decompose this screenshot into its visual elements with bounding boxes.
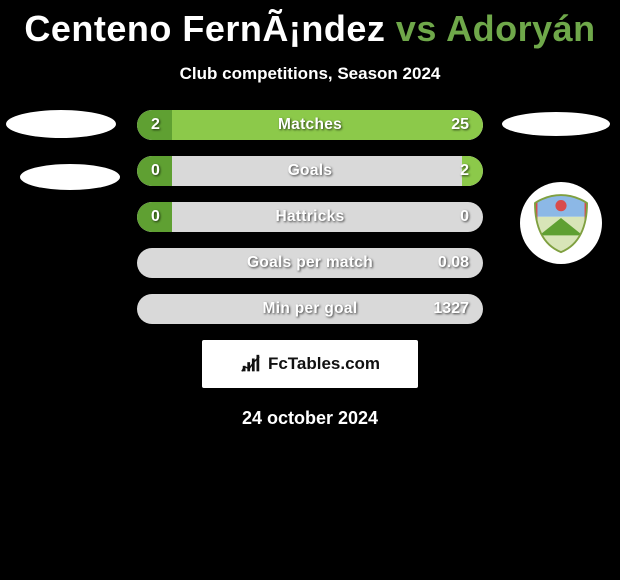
stat-value-right: 0.08 (438, 248, 469, 278)
branding-text: FcTables.com (268, 354, 380, 374)
stat-label: Hattricks (137, 202, 483, 232)
stat-label: Goals (137, 156, 483, 186)
stat-label: Matches (137, 110, 483, 140)
stat-row: 0Goals2 (137, 156, 483, 186)
player1-club-placeholder (20, 164, 120, 190)
stat-rows: 2Matches250Goals20Hattricks0Goals per ma… (137, 110, 483, 324)
player2-avatar-placeholder (502, 112, 610, 136)
vs-text: vs (396, 8, 437, 49)
player1-name: Centeno FernÃ¡ndez (24, 8, 385, 49)
stat-row: 0Hattricks0 (137, 202, 483, 232)
infographic-container: Centeno FernÃ¡ndez vs Adoryán Club compe… (0, 0, 620, 429)
date-text: 24 october 2024 (0, 408, 620, 429)
stat-value-right: 1327 (433, 294, 469, 324)
stat-label: Goals per match (137, 248, 483, 278)
player2-name: Adoryán (446, 8, 596, 49)
stat-row: Goals per match0.08 (137, 248, 483, 278)
stats-area: 2Matches250Goals20Hattricks0Goals per ma… (0, 110, 620, 324)
club-crest-icon (530, 192, 592, 254)
stat-value-right: 25 (451, 110, 469, 140)
stat-value-right: 0 (460, 202, 469, 232)
subtitle: Club competitions, Season 2024 (0, 64, 620, 84)
player1-avatar-placeholder (6, 110, 116, 138)
stat-value-right: 2 (460, 156, 469, 186)
stat-label: Min per goal (137, 294, 483, 324)
bar-chart-icon (240, 353, 262, 375)
branding-box[interactable]: FcTables.com (202, 340, 418, 388)
page-title: Centeno FernÃ¡ndez vs Adoryán (0, 8, 620, 50)
stat-row: Min per goal1327 (137, 294, 483, 324)
stat-row: 2Matches25 (137, 110, 483, 140)
player2-club-crest (520, 182, 602, 264)
